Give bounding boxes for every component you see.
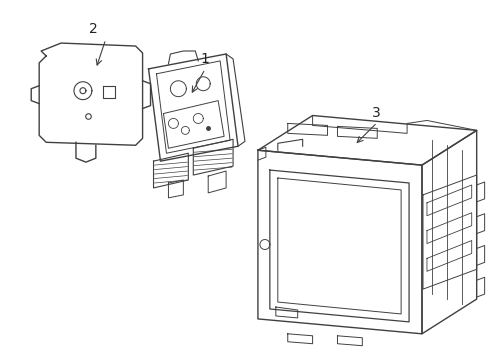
Text: 3: 3 — [372, 107, 381, 121]
Text: 1: 1 — [200, 52, 209, 66]
Text: 2: 2 — [89, 22, 98, 36]
